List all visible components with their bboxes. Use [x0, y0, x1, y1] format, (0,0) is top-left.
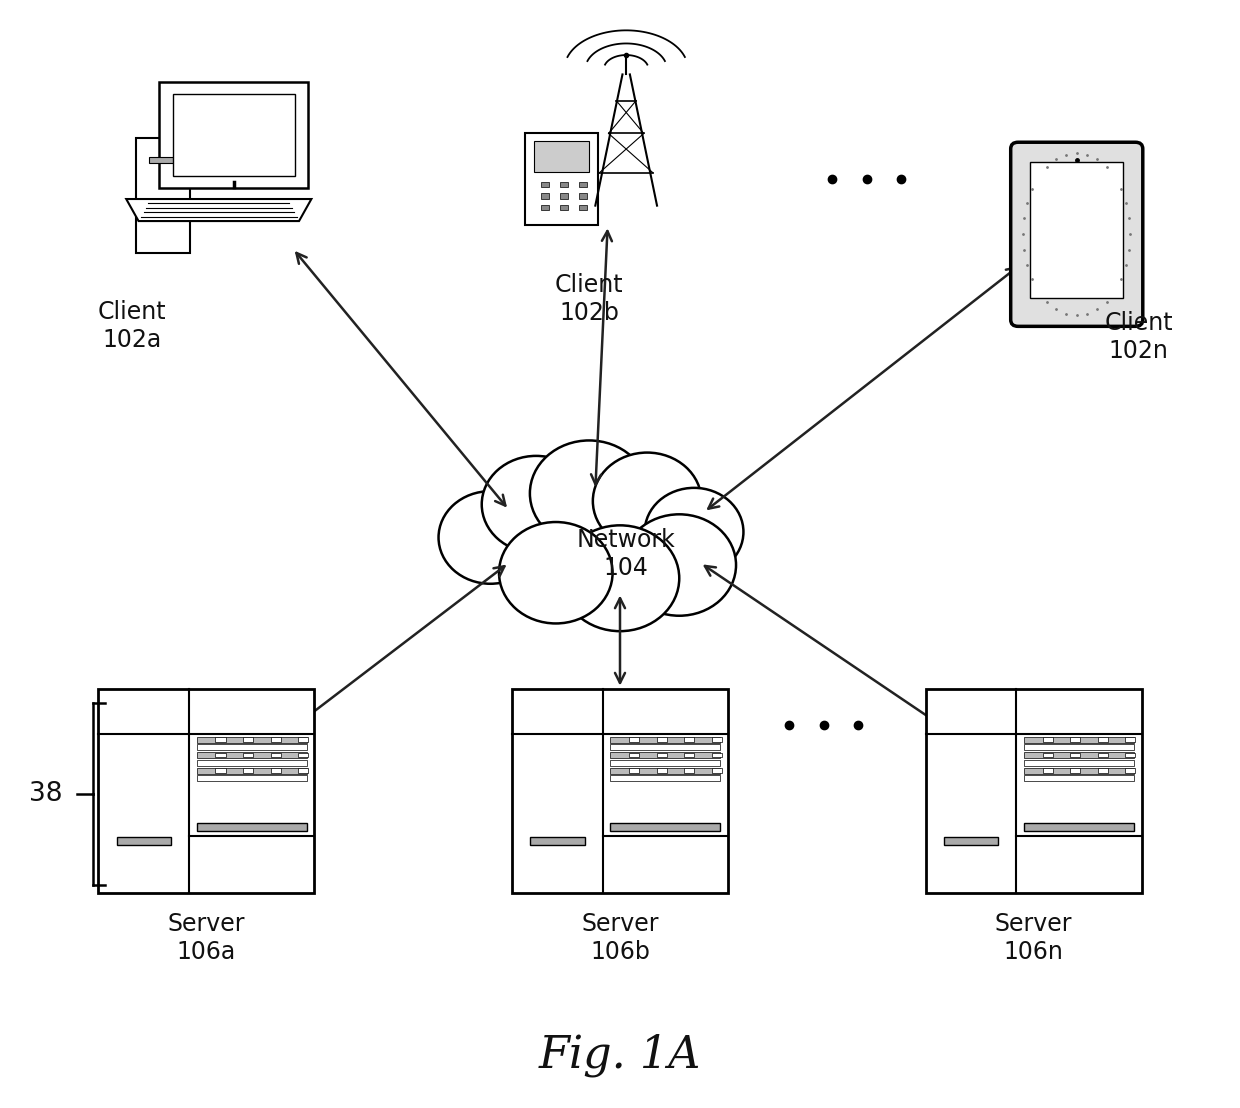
FancyBboxPatch shape	[1011, 142, 1143, 327]
Bar	[1024, 768, 1135, 773]
Text: Client
102n: Client 102n	[1104, 311, 1173, 363]
Bar	[684, 753, 694, 757]
Bar	[197, 737, 308, 742]
Bar	[512, 689, 728, 893]
Bar	[712, 738, 722, 741]
Bar	[270, 738, 280, 741]
Bar	[1070, 738, 1080, 741]
Bar	[610, 752, 720, 758]
FancyBboxPatch shape	[136, 138, 191, 253]
Bar	[629, 738, 639, 741]
Text: Server
106n: Server 106n	[994, 912, 1073, 964]
Bar	[560, 182, 568, 187]
Text: Client
102a: Client 102a	[98, 300, 166, 352]
Bar	[216, 753, 226, 757]
Bar	[629, 753, 639, 757]
Bar	[560, 193, 568, 198]
Bar	[610, 776, 720, 781]
Bar	[1024, 760, 1135, 766]
Circle shape	[645, 488, 744, 576]
Bar	[1024, 745, 1135, 750]
Bar	[216, 769, 226, 772]
Bar	[197, 823, 308, 831]
Bar	[1043, 769, 1053, 772]
Bar	[579, 193, 588, 198]
Bar	[684, 738, 694, 741]
Bar	[684, 769, 694, 772]
Circle shape	[482, 455, 590, 553]
Bar	[610, 760, 720, 766]
Text: Fig. 1A: Fig. 1A	[539, 1034, 701, 1077]
Bar	[1043, 738, 1053, 741]
Bar	[531, 837, 584, 845]
Bar	[98, 689, 315, 893]
Text: Server
106b: Server 106b	[582, 912, 658, 964]
Bar	[610, 823, 720, 831]
Circle shape	[622, 514, 737, 616]
Bar	[150, 157, 176, 163]
Bar	[944, 837, 998, 845]
Bar	[197, 760, 308, 766]
Circle shape	[498, 522, 613, 624]
Text: Client
102b: Client 102b	[554, 273, 624, 325]
Bar	[534, 141, 589, 172]
Bar	[579, 205, 588, 211]
Bar	[270, 769, 280, 772]
Bar	[541, 182, 549, 187]
Bar	[610, 737, 720, 742]
Bar	[610, 745, 720, 750]
Circle shape	[593, 452, 702, 550]
Bar	[629, 769, 639, 772]
Bar	[117, 837, 171, 845]
Bar	[298, 769, 309, 772]
Bar	[1125, 753, 1136, 757]
Circle shape	[439, 491, 542, 584]
Bar	[1097, 738, 1107, 741]
Bar	[197, 768, 308, 773]
Bar	[197, 745, 308, 750]
Bar	[1070, 753, 1080, 757]
Bar	[1097, 769, 1107, 772]
Bar	[1024, 823, 1135, 831]
Bar	[579, 182, 588, 187]
Bar	[925, 689, 1142, 893]
Bar	[541, 193, 549, 198]
Bar	[298, 753, 309, 757]
Bar	[243, 753, 253, 757]
Bar	[1043, 753, 1053, 757]
Bar	[243, 738, 253, 741]
Bar	[712, 753, 722, 757]
Bar	[1030, 162, 1123, 298]
Bar	[172, 94, 295, 176]
Bar	[243, 769, 253, 772]
Bar	[657, 753, 667, 757]
FancyBboxPatch shape	[159, 82, 309, 188]
Polygon shape	[126, 199, 311, 222]
Bar	[1125, 769, 1136, 772]
Bar	[197, 752, 308, 758]
Text: Network
104: Network 104	[577, 529, 676, 579]
Circle shape	[560, 525, 680, 632]
Bar	[610, 768, 720, 773]
Text: 38: 38	[29, 781, 62, 807]
Circle shape	[529, 441, 649, 546]
Bar	[270, 753, 280, 757]
Bar	[298, 738, 309, 741]
Bar	[657, 769, 667, 772]
Bar	[1070, 769, 1080, 772]
Bar	[197, 776, 308, 781]
Bar	[560, 205, 568, 211]
Bar	[712, 769, 722, 772]
Text: Server
106a: Server 106a	[167, 912, 246, 964]
Bar	[1125, 738, 1136, 741]
Bar	[1024, 752, 1135, 758]
Bar	[1024, 776, 1135, 781]
Bar	[657, 738, 667, 741]
FancyBboxPatch shape	[525, 133, 598, 225]
Bar	[1097, 753, 1107, 757]
Bar	[541, 205, 549, 211]
Bar	[216, 738, 226, 741]
Bar	[1024, 737, 1135, 742]
